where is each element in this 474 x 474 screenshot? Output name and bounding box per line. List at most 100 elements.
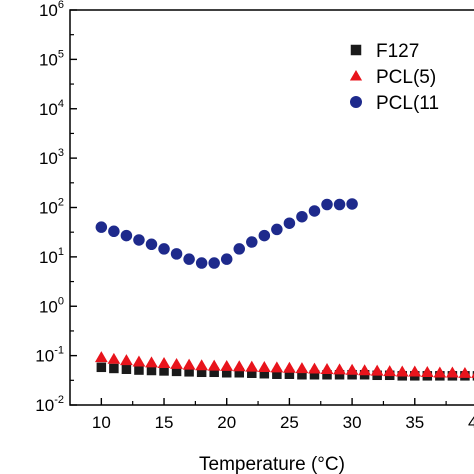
y-tick-label: 101 xyxy=(39,246,64,267)
y-tick-label: 10-1 xyxy=(35,345,64,366)
y-tick-label: 105 xyxy=(39,48,64,69)
data-point-square xyxy=(196,367,207,378)
data-point-square xyxy=(209,367,219,378)
data-point-triangle xyxy=(471,372,474,378)
data-point-triangle xyxy=(420,366,434,377)
data-point-square xyxy=(334,369,345,380)
data-point-square xyxy=(159,366,169,376)
data-point-square xyxy=(284,369,295,379)
data-point-triangle xyxy=(458,366,472,378)
data-point-circle xyxy=(346,198,358,210)
data-point-triangle xyxy=(195,359,209,371)
data-point-triangle xyxy=(433,366,447,378)
data-point-triangle xyxy=(270,361,284,373)
data-point-triangle xyxy=(107,352,121,364)
y-axis: 10-2 10-1 100 101 102 103 104 105 106 xyxy=(35,0,77,415)
data-point-triangle xyxy=(94,351,108,363)
data-point-triangle xyxy=(358,364,372,376)
data-point-square xyxy=(121,364,132,374)
data-point-square xyxy=(146,365,157,376)
legend-marker-circle xyxy=(350,96,362,108)
data-point-triangle xyxy=(232,360,246,372)
data-marks xyxy=(94,198,474,381)
data-point-circle xyxy=(120,229,133,242)
legend-marker-square xyxy=(350,44,362,56)
data-point-triangle xyxy=(333,363,346,375)
data-point-triangle xyxy=(120,354,133,366)
data-point-square xyxy=(322,369,332,380)
data-point-circle xyxy=(195,257,208,269)
data-point-triangle xyxy=(408,365,422,377)
x-tick-label: 35 xyxy=(405,413,424,432)
data-point-circle xyxy=(271,223,283,236)
x-tick-label: 15 xyxy=(155,413,174,432)
x-axis: 10 15 20 25 30 35 40 xyxy=(92,398,474,432)
data-point-triangle xyxy=(345,363,359,375)
data-point-triangle xyxy=(132,355,146,367)
data-point-circle xyxy=(246,236,258,248)
data-point-circle xyxy=(183,253,195,265)
data-point-triangle xyxy=(157,357,171,368)
data-point-square xyxy=(259,368,270,379)
data-point-circle xyxy=(145,238,158,251)
data-point-triangle xyxy=(182,358,196,370)
data-point-circle xyxy=(220,253,233,265)
data-point-square xyxy=(297,369,307,380)
data-point-triangle xyxy=(257,361,271,373)
x-axis-title: Temperature (°C) xyxy=(199,454,345,474)
data-point-square xyxy=(309,369,320,380)
data-point-triangle xyxy=(207,359,221,371)
data-point-square xyxy=(247,368,257,378)
data-point-triangle xyxy=(220,359,234,371)
data-point-square xyxy=(109,363,119,374)
series-circle xyxy=(95,198,358,269)
data-point-circle xyxy=(333,198,346,211)
data-point-square xyxy=(272,369,282,379)
y-tick-label: 10-2 xyxy=(35,394,64,415)
data-point-circle xyxy=(208,257,220,269)
data-point-triangle xyxy=(446,366,459,378)
x-tick-label: 25 xyxy=(280,413,299,432)
data-point-triangle xyxy=(370,364,384,376)
data-point-circle xyxy=(296,210,308,223)
data-point-triangle xyxy=(245,360,259,372)
data-point-circle xyxy=(133,234,145,246)
x-tick-label: 10 xyxy=(92,413,111,432)
data-point-triangle xyxy=(283,361,296,373)
data-point-circle xyxy=(233,243,246,255)
data-point-circle xyxy=(321,198,333,211)
data-point-triangle xyxy=(308,362,321,374)
data-point-circle xyxy=(308,205,321,217)
data-point-circle xyxy=(95,221,108,233)
data-point-triangle xyxy=(395,365,409,377)
data-point-triangle xyxy=(145,356,158,368)
data-point-square xyxy=(171,366,182,377)
legend-label: PCL(5) xyxy=(376,67,436,88)
x-tick-label: 20 xyxy=(217,413,236,432)
x-tick-label: 40 xyxy=(468,413,474,432)
data-point-square xyxy=(134,365,144,375)
y-tick-label: 102 xyxy=(39,197,64,218)
y-tick-label: 106 xyxy=(39,0,64,20)
series-triangle xyxy=(94,351,474,378)
legend-label: PCL(11 xyxy=(376,93,439,114)
y-tick-label: 103 xyxy=(39,147,64,168)
x-tick-label: 30 xyxy=(343,413,362,432)
data-point-square xyxy=(221,367,232,378)
data-point-circle xyxy=(258,229,271,242)
data-point-square xyxy=(184,367,194,377)
data-point-square xyxy=(96,362,107,373)
data-point-circle xyxy=(108,225,120,238)
data-point-circle xyxy=(283,217,296,229)
data-point-circle xyxy=(158,243,170,255)
legend-marker-triangle xyxy=(349,70,363,81)
data-point-triangle xyxy=(295,362,309,374)
data-point-triangle xyxy=(320,362,334,374)
legend-label: F127 xyxy=(376,41,419,62)
data-point-triangle xyxy=(383,365,397,377)
y-tick-label: 100 xyxy=(39,295,64,316)
data-point-square xyxy=(234,367,245,378)
legend: F127 PCL(5) PCL(11 xyxy=(349,41,439,114)
y-tick-label: 104 xyxy=(39,98,64,119)
